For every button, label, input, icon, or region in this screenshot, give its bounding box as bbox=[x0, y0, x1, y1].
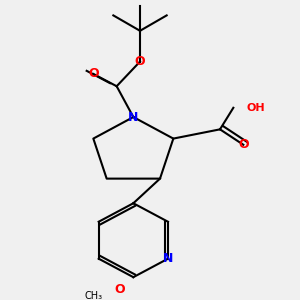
Text: N: N bbox=[163, 252, 173, 265]
Text: CH₃: CH₃ bbox=[84, 291, 102, 300]
Text: O: O bbox=[135, 55, 145, 68]
Text: N: N bbox=[128, 110, 139, 124]
Text: O: O bbox=[238, 138, 249, 151]
Text: OH: OH bbox=[247, 103, 265, 113]
Text: O: O bbox=[88, 68, 99, 80]
Text: O: O bbox=[115, 283, 125, 296]
